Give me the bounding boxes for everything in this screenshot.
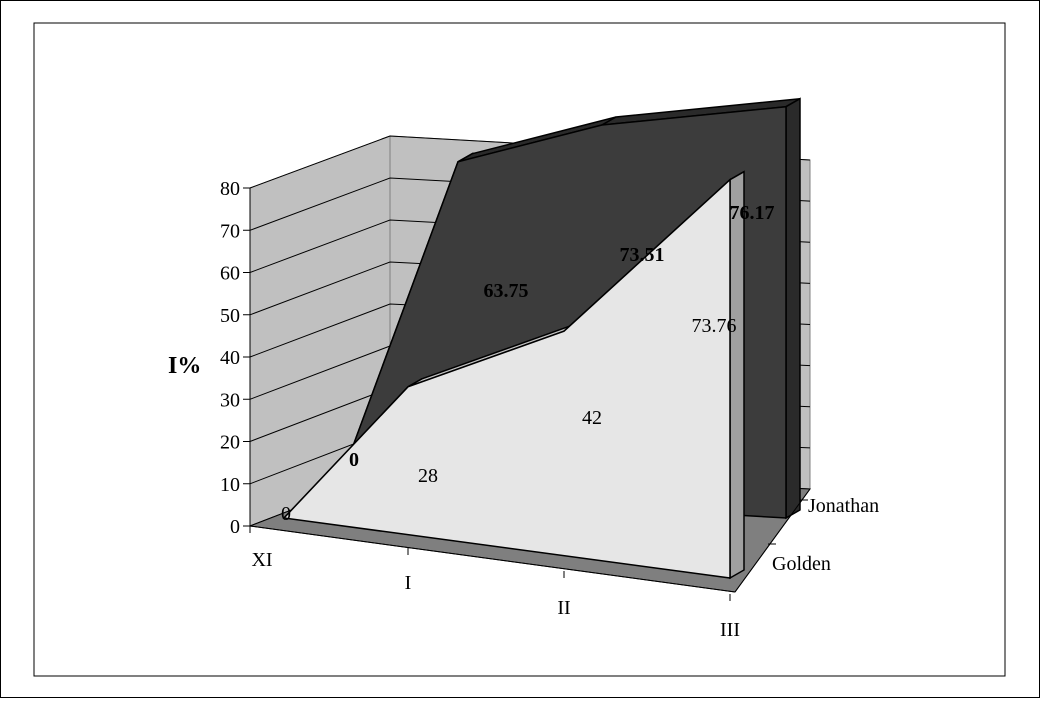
jonathan-end-face — [785, 97, 801, 520]
y-tick-label: 10 — [220, 474, 240, 496]
y-tick-label: 0 — [230, 516, 240, 538]
data-label: 28 — [418, 465, 438, 487]
x-tick-label: XI — [251, 549, 272, 571]
y-tick-label: 50 — [220, 305, 240, 327]
y-axis-title: I% — [168, 353, 201, 379]
golden-front-face — [282, 178, 731, 579]
x-tick-label: III — [720, 619, 740, 641]
series-axis: Golden Jonathan — [734, 488, 879, 593]
y-tick-label: 30 — [220, 389, 240, 411]
data-label: 73.51 — [620, 244, 665, 266]
y-tick-label: 40 — [220, 347, 240, 369]
data-label: 76.17 — [730, 202, 775, 224]
data-label: 73.76 — [692, 315, 737, 337]
data-label: 0 — [349, 449, 359, 471]
y-axis: 0 10 20 30 40 50 60 70 80 — [220, 178, 251, 538]
y-tick-label: 20 — [220, 432, 240, 454]
series-axis-label: Golden — [772, 553, 831, 575]
data-label: 0 — [281, 503, 291, 525]
data-label: 42 — [582, 407, 602, 429]
golden-end-face — [729, 170, 745, 580]
y-tick-label: 80 — [220, 178, 240, 200]
x-tick-label: I — [405, 572, 412, 594]
data-label: 63.75 — [484, 280, 529, 302]
y-tick-label: 60 — [220, 263, 240, 285]
series-golden — [282, 170, 745, 580]
data-labels: 0 28 42 73.76 0 63.75 73.51 76.17 — [281, 202, 775, 525]
x-tick-label: II — [557, 597, 570, 619]
y-tick-label: 70 — [220, 220, 240, 242]
series-axis-label: Jonathan — [808, 495, 879, 517]
